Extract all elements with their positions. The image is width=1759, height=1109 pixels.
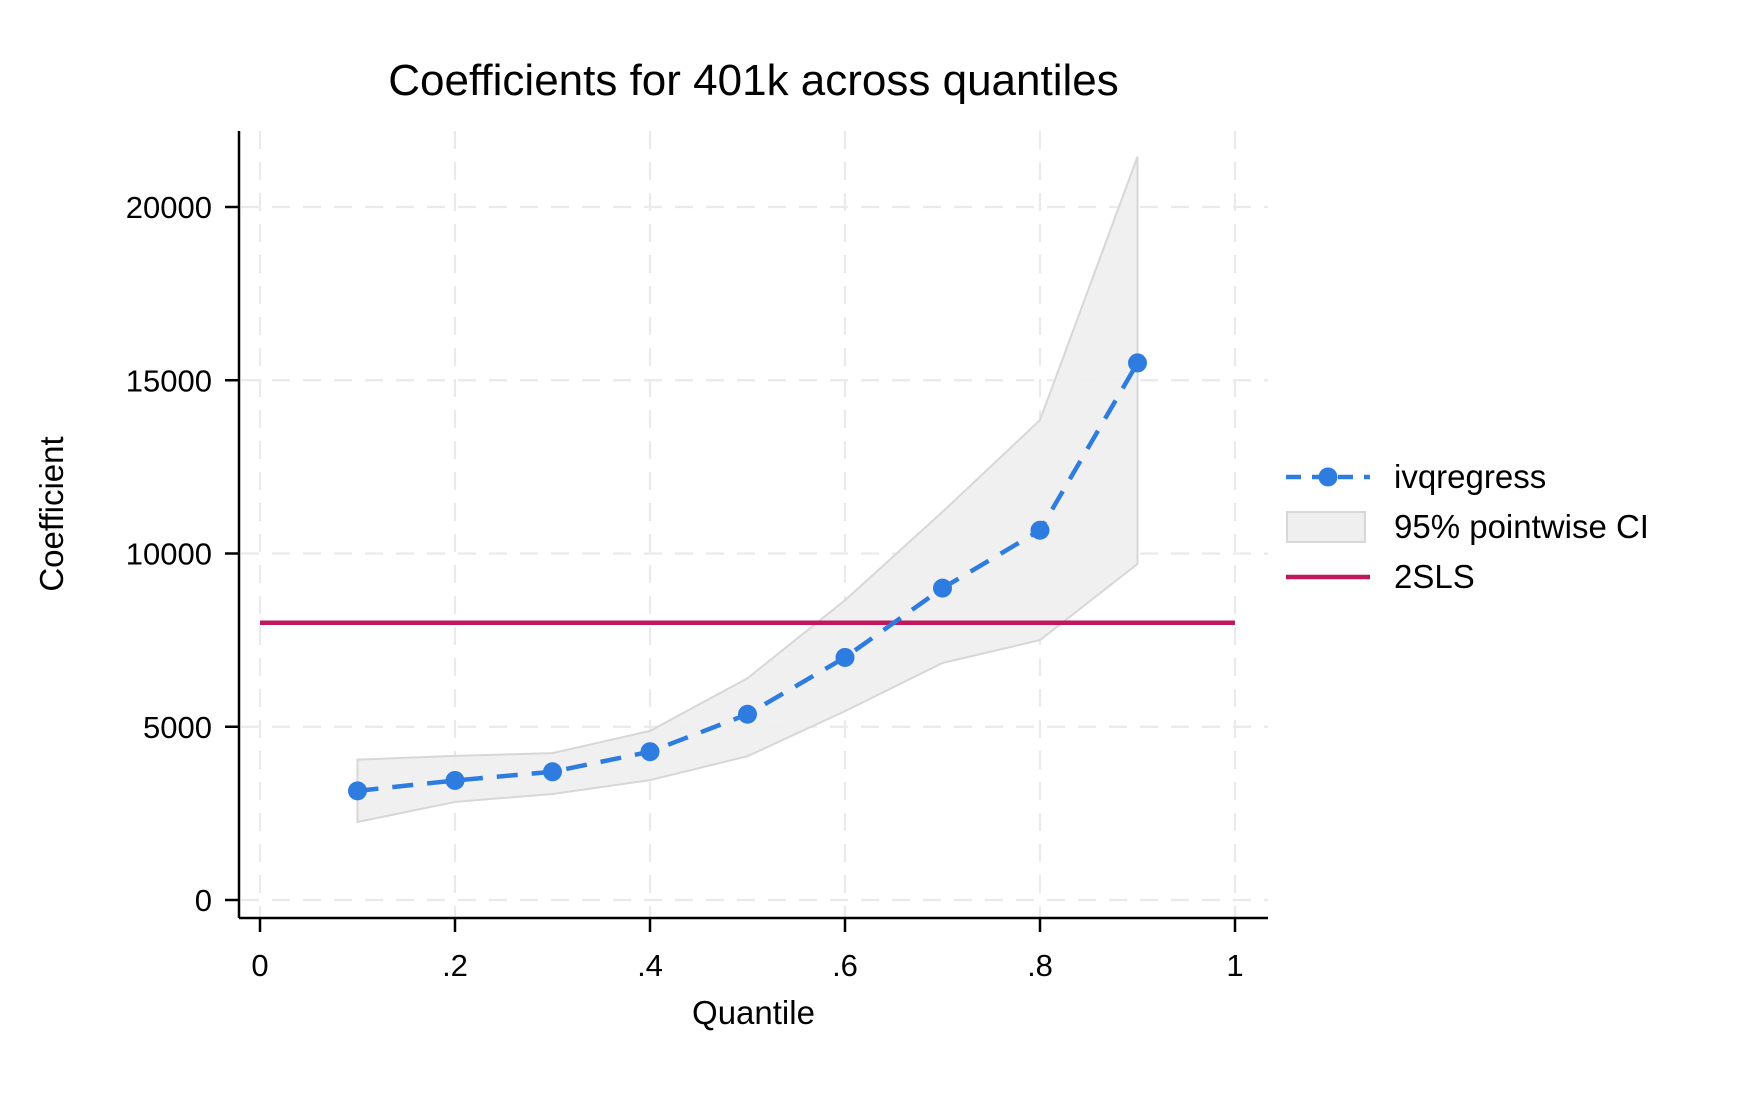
- legend-swatch-ivqregress: [1286, 464, 1370, 490]
- ivqregress-marker: [640, 742, 660, 762]
- x-tick-label: .8: [1027, 948, 1053, 983]
- ci-band: [356, 156, 1139, 824]
- y-tick-label: 15000: [126, 363, 212, 398]
- y-tick-label: 10000: [126, 537, 212, 572]
- legend-label-ivqregress: ivqregress: [1394, 458, 1547, 495]
- x-tick-label: .2: [442, 948, 468, 983]
- ivqregress-marker: [835, 647, 855, 667]
- legend: ivqregress 95% pointwise CI 2SLS: [1286, 452, 1649, 602]
- y-tick-label: 0: [195, 883, 212, 918]
- ivqregress-marker: [1030, 520, 1050, 540]
- legend-entry-ci: 95% pointwise CI: [1286, 502, 1649, 552]
- x-tick-label: .4: [637, 948, 663, 983]
- legend-entry-ivqregress: ivqregress: [1286, 452, 1649, 502]
- legend-label-ci: 95% pointwise CI: [1394, 508, 1649, 545]
- y-tick-label: 5000: [143, 710, 212, 745]
- ivqregress-marker: [933, 578, 952, 598]
- dashed-line-marker-icon: [1286, 467, 1370, 487]
- legend-entry-2sls: 2SLS: [1286, 552, 1649, 602]
- x-axis-title: Quantile: [692, 994, 815, 1031]
- ivqregress-marker: [543, 762, 562, 782]
- solid-line-icon: [1286, 574, 1370, 580]
- band-swatch-icon: [1286, 511, 1366, 543]
- legend-swatch-2sls: [1286, 564, 1370, 590]
- ivqregress-marker: [1128, 353, 1147, 373]
- legend-swatch-ci: [1286, 511, 1370, 543]
- x-tick-label: 0: [251, 948, 268, 983]
- ivqregress-marker: [445, 770, 465, 790]
- y-tick-label: 20000: [126, 190, 212, 225]
- ivqregress-marker: [348, 781, 367, 801]
- legend-label-2sls: 2SLS: [1394, 558, 1475, 595]
- chart-title: Coefficients for 401k across quantiles: [388, 56, 1119, 105]
- x-tick-label: .6: [832, 948, 858, 983]
- x-tick-label: 1: [1226, 948, 1243, 983]
- ivqregress-marker: [738, 704, 757, 724]
